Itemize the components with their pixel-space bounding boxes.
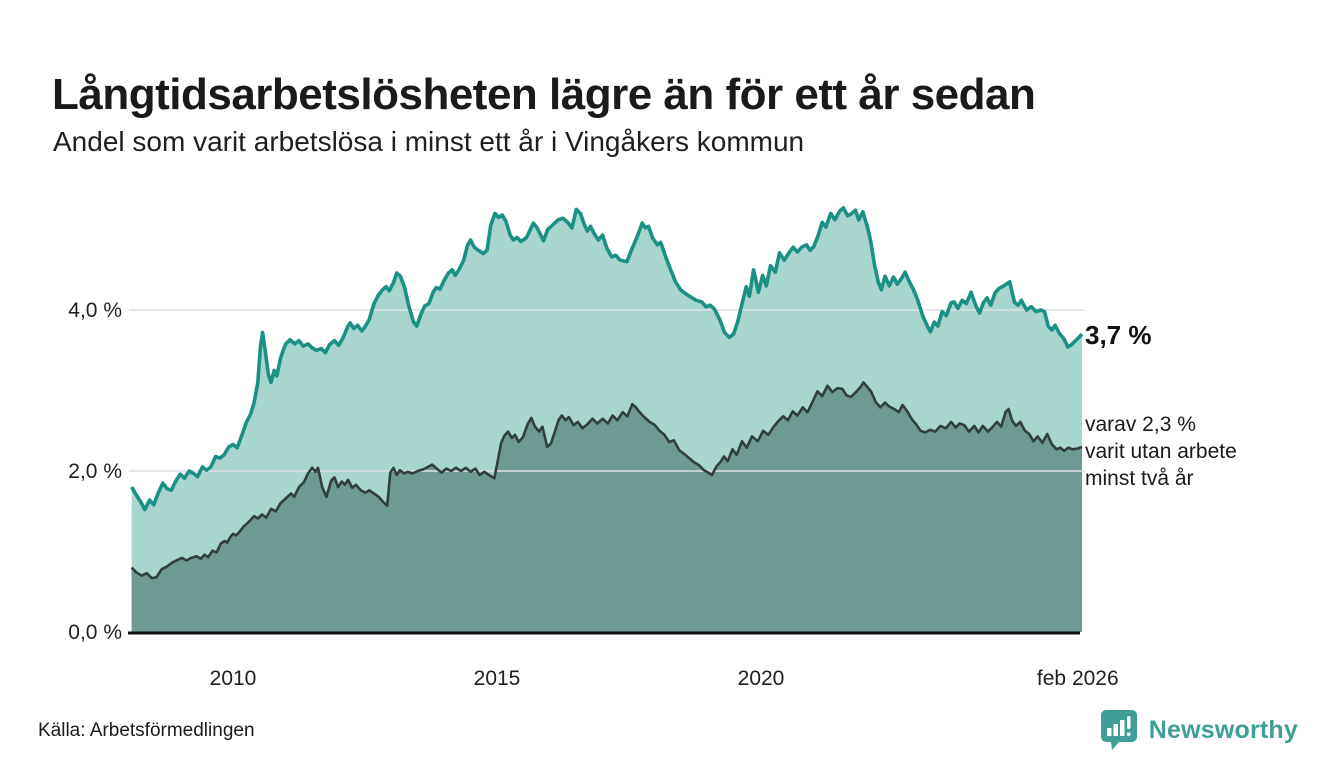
two-year-annotation: varav 2,3 % varit utan arbete minst två … — [1085, 413, 1237, 490]
page-title: Långtidsarbetslösheten lägre än för ett … — [52, 70, 1036, 120]
y-tick-label: 4,0 % — [68, 299, 122, 322]
page-subtitle: Andel som varit arbetslösa i minst ett å… — [53, 126, 805, 157]
x-tick-label: 2010 — [210, 667, 257, 690]
latest-value-label: 3,7 % — [1085, 320, 1152, 350]
y-tick-label: 2,0 % — [68, 460, 122, 483]
newsworthy-bubble-chart-icon — [1099, 708, 1139, 752]
source-caption: Källa: Arbetsförmedlingen — [38, 720, 255, 741]
two-year-line — [130, 381, 1083, 580]
x-tick-label: feb 2026 — [1037, 667, 1119, 690]
newsworthy-wordmark: Newsworthy — [1148, 715, 1298, 744]
x-tick-label: 2020 — [738, 667, 785, 690]
x-tick-label: 2015 — [474, 667, 521, 690]
y-tick-label: 0,0 % — [68, 621, 122, 644]
two-year-area — [131, 382, 1083, 632]
newsworthy-logo: Newsworthy — [1099, 708, 1298, 752]
one-year-line — [130, 206, 1084, 512]
